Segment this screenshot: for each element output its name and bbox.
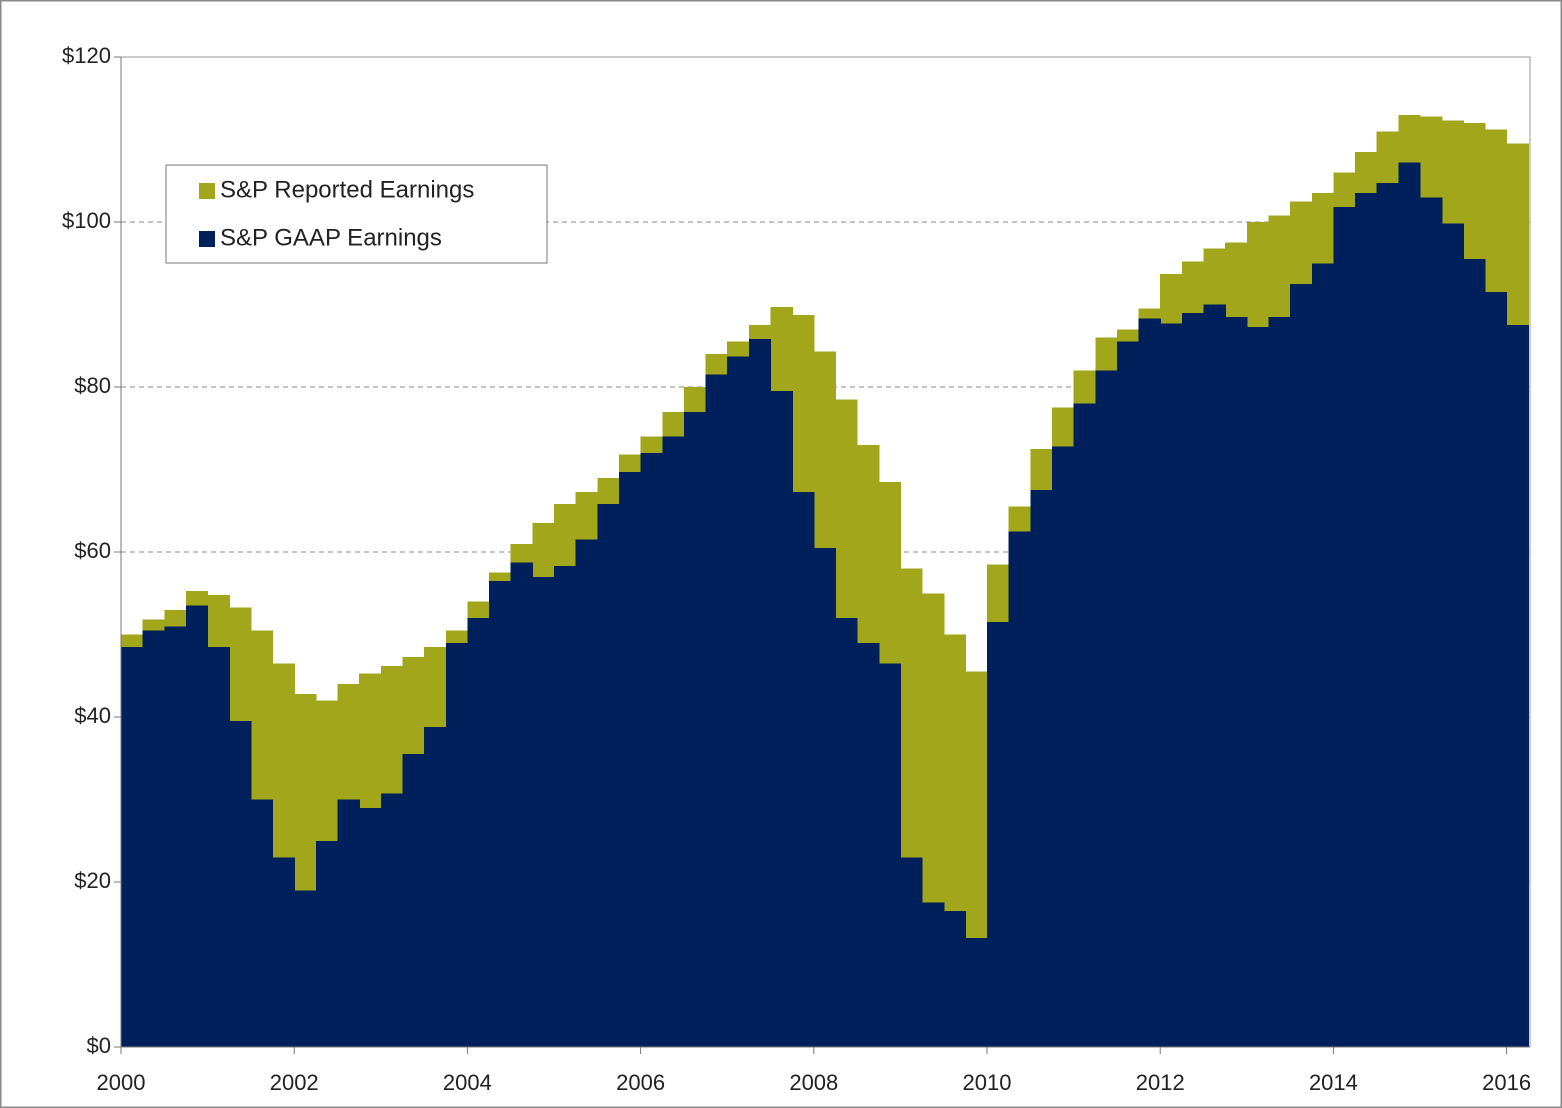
step-bar — [792, 491, 815, 1047]
step-bar — [121, 646, 144, 1047]
step-bar — [1203, 304, 1226, 1047]
step-bar — [857, 642, 880, 1047]
step-bar — [185, 605, 209, 1047]
step-bar — [380, 793, 404, 1047]
step-bar — [229, 721, 252, 1047]
step-bar — [207, 646, 230, 1047]
step-bar — [727, 356, 750, 1048]
step-bar — [164, 626, 187, 1047]
step-bar — [748, 339, 772, 1047]
step-bar — [1095, 370, 1118, 1047]
step-bar — [272, 857, 295, 1047]
legend-box — [165, 164, 548, 264]
step-bar — [1268, 316, 1291, 1047]
step-bar — [1420, 197, 1443, 1047]
step-bar — [1355, 193, 1378, 1047]
step-bar — [1333, 207, 1356, 1047]
x-tick-label: 2006 — [616, 1070, 665, 1095]
step-bar — [489, 580, 512, 1047]
step-bar — [250, 799, 274, 1047]
legend-label: S&P Reported Earnings — [220, 176, 474, 203]
step-bar — [1506, 325, 1529, 1047]
step-bar — [1181, 312, 1205, 1047]
y-tick-label: $0 — [87, 1033, 111, 1058]
x-tick-label: 2002 — [270, 1070, 319, 1095]
step-bar — [943, 910, 966, 1047]
step-bar — [1116, 341, 1140, 1047]
step-bar — [705, 374, 728, 1047]
step-bar — [1441, 223, 1464, 1047]
legend-swatch — [199, 183, 215, 199]
step-bar — [294, 890, 317, 1047]
step-bar — [965, 938, 988, 1047]
step-bar — [1376, 183, 1399, 1048]
x-tick-label: 2012 — [1136, 1070, 1185, 1095]
step-bar — [575, 539, 598, 1047]
step-bar — [142, 630, 165, 1047]
step-bar — [662, 436, 685, 1047]
step-bar — [922, 902, 945, 1047]
step-bar — [510, 562, 533, 1047]
x-tick-label: 2016 — [1482, 1070, 1531, 1095]
x-tick-label: 2000 — [97, 1070, 146, 1095]
y-tick-label: $60 — [74, 538, 111, 563]
x-tick-label: 2008 — [789, 1070, 838, 1095]
y-tick-label: $80 — [74, 373, 111, 398]
step-bar — [1030, 490, 1053, 1047]
step-bar — [445, 642, 469, 1047]
legend-swatch — [199, 231, 215, 247]
step-bar — [467, 618, 490, 1047]
step-bar — [1311, 263, 1335, 1047]
series — [121, 162, 1529, 1048]
step-bar — [835, 618, 858, 1047]
y-tick-label: $100 — [62, 208, 111, 233]
step-bar — [597, 504, 620, 1047]
step-bar — [337, 799, 360, 1047]
y-tick-label: $120 — [62, 43, 111, 68]
step-bar — [1008, 531, 1031, 1047]
x-tick-label: 2004 — [443, 1070, 492, 1095]
step-bar — [1484, 292, 1508, 1047]
x-tick-label: 2010 — [963, 1070, 1012, 1095]
step-bar — [532, 576, 555, 1047]
step-bar — [1398, 162, 1421, 1048]
step-bar — [424, 726, 447, 1047]
step-bar — [1073, 403, 1096, 1047]
step-bar — [640, 453, 663, 1047]
step-bar — [1138, 318, 1161, 1047]
y-tick-label: $20 — [74, 868, 111, 893]
step-bar — [1225, 316, 1248, 1047]
step-bar — [878, 663, 902, 1047]
step-bar — [618, 471, 642, 1048]
y-tick-label: $40 — [74, 703, 111, 728]
step-bar — [1463, 259, 1486, 1047]
step-bar — [359, 807, 382, 1047]
step-bar — [900, 857, 923, 1047]
step-bar — [770, 391, 793, 1047]
step-bar — [813, 547, 837, 1047]
legend-label: S&P GAAP Earnings — [220, 224, 442, 251]
step-bar — [1160, 323, 1183, 1048]
x-tick-label: 2014 — [1309, 1070, 1358, 1095]
step-bar — [1290, 283, 1313, 1047]
step-bar — [554, 566, 577, 1047]
step-bar — [402, 754, 425, 1047]
step-bar — [315, 840, 339, 1047]
step-bar — [683, 411, 707, 1047]
step-bar — [1051, 446, 1075, 1047]
step-bar — [1246, 326, 1270, 1047]
step-bar — [987, 622, 1010, 1047]
